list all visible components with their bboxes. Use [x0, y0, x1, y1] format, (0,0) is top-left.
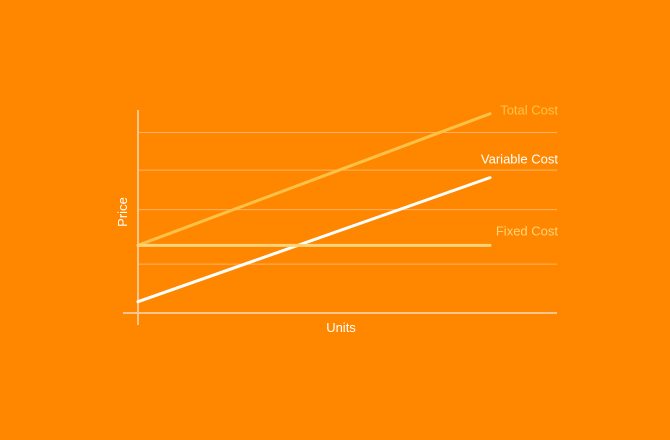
variable-cost-label: Variable Cost — [481, 152, 558, 167]
axes — [123, 110, 557, 325]
total-cost-line — [136, 112, 492, 247]
total-cost-label: Total Cost — [500, 103, 558, 118]
x-axis-label: Units — [326, 320, 356, 335]
variable-cost-line — [136, 176, 492, 304]
fixed-cost-label: Fixed Cost — [496, 223, 559, 238]
series-labels: Total Cost Variable Cost Fixed Cost — [481, 103, 558, 239]
series-lines — [136, 112, 492, 304]
y-axis-label: Price — [115, 197, 130, 227]
grid-lines — [138, 132, 557, 265]
